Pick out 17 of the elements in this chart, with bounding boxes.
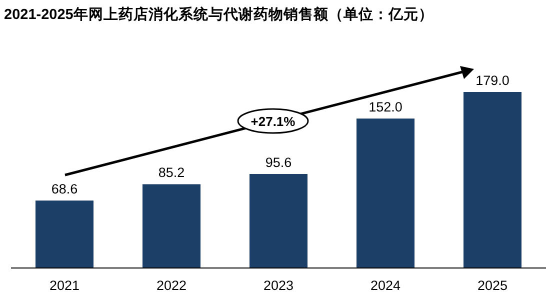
x-tick-label: 2025 — [477, 278, 508, 293]
chart-title: 2021-2025年网上药店消化系统与代谢药物销售额（单位：亿元） — [4, 5, 434, 23]
data-label: 85.2 — [158, 165, 185, 180]
data-label: 68.6 — [51, 182, 78, 197]
x-tick-label: 2022 — [156, 278, 187, 293]
bar — [464, 92, 522, 268]
bar — [250, 174, 308, 268]
data-label: 95.6 — [265, 155, 292, 170]
bar — [36, 200, 94, 268]
x-tick-label: 2024 — [370, 278, 401, 293]
bar — [356, 118, 414, 268]
annotation: +27.1% — [250, 114, 296, 129]
x-tick-label: 2021 — [49, 278, 80, 293]
data-label: 179.0 — [476, 73, 510, 88]
data-label: 152.0 — [368, 100, 402, 115]
x-tick-label: 2023 — [263, 278, 294, 293]
bar — [142, 184, 200, 268]
